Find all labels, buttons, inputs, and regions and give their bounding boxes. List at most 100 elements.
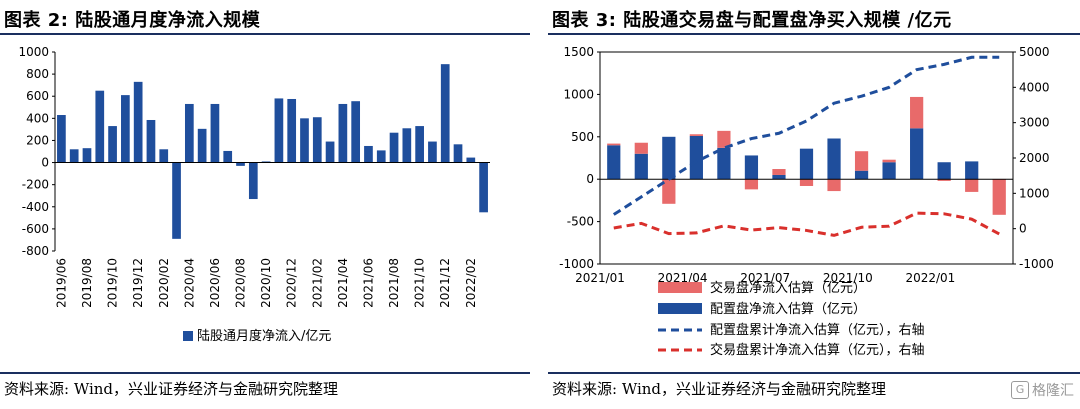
allocation-bar-2021/12: [910, 128, 924, 180]
bar-2019/12: [133, 81, 143, 163]
bar-2022/02: [466, 157, 476, 163]
bar-2019/08: [82, 148, 92, 163]
x-tick-label: 2020/08: [234, 258, 248, 308]
y2-tick-label: 3000: [1019, 116, 1050, 130]
x-tick-label: 2020/12: [285, 258, 299, 308]
y-tick-label: 800: [26, 67, 49, 81]
bar-2021/06: [364, 145, 373, 163]
left-source-note: 资料来源: Wind，兴业证券经济与金融研究院整理: [4, 380, 339, 398]
y2-tick-label: 5000: [1019, 45, 1050, 59]
trading-bar-2021/03: [662, 179, 676, 204]
y-tick-label: 500: [571, 130, 594, 144]
x-tick-label: 2019/10: [106, 258, 120, 308]
bar-2019/09: [95, 90, 105, 163]
legend-label-monthly: 陆股通月度净流入/亿元: [197, 328, 331, 344]
right-title-rule: [548, 33, 1080, 35]
bar-2021/03: [325, 141, 335, 163]
y-tick-label: 0: [586, 172, 594, 186]
bar-2021/10: [415, 126, 424, 163]
gelonghui-logo-icon: G: [1011, 381, 1029, 399]
x-tick-label: 2019/08: [80, 258, 94, 308]
bar-2020/11: [274, 98, 284, 163]
x-tick-label: 2022/01: [905, 271, 955, 285]
x-tick-label: 2021/08: [387, 258, 401, 308]
left-source-rule: [0, 372, 530, 374]
legend-swatch-0: [658, 282, 702, 293]
bar-2020/10: [261, 161, 271, 163]
x-tick-label: 2020/06: [208, 258, 222, 308]
y-tick-label: -800: [22, 244, 49, 258]
bar-2020/09: [248, 162, 258, 200]
bar-2020/12: [287, 98, 297, 163]
trading-bar-2022/02: [965, 179, 979, 192]
bar-2020/06: [210, 103, 220, 163]
x-tick-label: 2020/10: [259, 258, 273, 308]
bar-2020/08: [236, 162, 245, 166]
trading-bar-2021/08: [799, 179, 814, 186]
x-tick-label: 2021/06: [361, 258, 375, 308]
legend-swatch-monthly: [183, 331, 193, 341]
bar-2020/03: [172, 162, 181, 239]
left-title-rule: [0, 33, 530, 35]
bar-2022/03: [479, 162, 488, 213]
y-tick-label: 1500: [563, 45, 594, 59]
allocation-bar-2021/10: [854, 170, 869, 180]
y-tick-label: 1000: [18, 45, 49, 59]
y2-tick-label: -1000: [1019, 257, 1054, 271]
allocation-bar-2021/03: [662, 136, 676, 180]
bar-2021/04: [338, 103, 348, 163]
legend-label-1: 配置盘净流入估算（亿元）: [710, 301, 866, 317]
x-tick-label: 2021/12: [438, 258, 452, 308]
trading-bar-2022/01: [937, 179, 951, 181]
allocation-bar-2021/09: [827, 138, 841, 180]
allocation-bar-2021/11: [882, 162, 896, 180]
bar-2020/04: [184, 103, 194, 163]
bar-2020/01: [146, 119, 156, 163]
x-tick-label: 2021/04: [658, 271, 708, 285]
y-tick-label: -1000: [559, 257, 594, 271]
left-bar-chart: -800 -600 -400 -200 0 200 400 600 800 1000 2019/06…: [18, 45, 490, 344]
y2-tick-label: 0: [1019, 222, 1027, 236]
bar-2022/01: [453, 144, 463, 163]
legend-label-0: 交易盘净流入估算（亿元）: [710, 280, 866, 296]
trading-bar-2021/09: [827, 179, 841, 192]
trading-bar-2021/04: [689, 134, 703, 136]
x-tick-label: 2021/10: [413, 258, 427, 308]
bar-2021/12: [440, 64, 450, 163]
trading-bar-2022/03: [992, 179, 1006, 215]
right-chart-title: 图表 3: 陆股通交易盘与配置盘净买入规模 /亿元: [552, 10, 952, 31]
bar-2021/09: [402, 128, 412, 163]
x-tick-label: 2021/04: [336, 258, 350, 308]
bar-2021/02: [312, 117, 322, 163]
allocation-bar-2021/06: [744, 155, 759, 180]
y2-tick-label: 2000: [1019, 151, 1050, 165]
trading-bar-2021/06: [744, 179, 759, 190]
allocation-bar-2022/01: [937, 162, 951, 180]
trading-bar-2021/01: [607, 143, 621, 146]
x-tick-label: 2020/04: [182, 258, 196, 308]
trading-cumulative-line: [613, 211, 1000, 237]
x-tick-label: 2022/02: [464, 258, 478, 308]
left-chart-panel: 图表 2: 陆股通月度净流入规模 -800 -600 -400 -200 0 200 400…: [0, 0, 530, 409]
y2-tick-label: 1000: [1019, 186, 1050, 200]
allocation-cumulative-line: [612, 55, 1000, 216]
y-tick-label: -200: [22, 178, 49, 192]
x-tick-label: 2021/02: [310, 258, 324, 308]
allocation-bar-2021/08: [799, 148, 814, 180]
watermark: G 格隆汇: [1011, 380, 1074, 400]
y2-tick-label: 4000: [1019, 80, 1050, 94]
trading-bar-2021/07: [772, 169, 786, 175]
bar-2019/06: [57, 115, 66, 163]
watermark-text: 格隆汇: [1032, 383, 1074, 399]
right-source-rule: [548, 372, 1080, 374]
bar-2021/01: [300, 118, 309, 163]
legend-label-2: 配置盘累计净流入估算（亿元），右轴: [710, 322, 925, 338]
bar-2021/07: [376, 150, 386, 163]
allocation-bar-2021/04: [689, 135, 703, 180]
x-tick-label: 2020/02: [157, 258, 171, 308]
x-tick-label: 2019/12: [131, 258, 145, 308]
bar-2021/05: [351, 101, 361, 163]
y-tick-label: 600: [26, 89, 49, 103]
y-tick-label: 400: [26, 111, 49, 125]
bar-2020/05: [197, 128, 207, 163]
